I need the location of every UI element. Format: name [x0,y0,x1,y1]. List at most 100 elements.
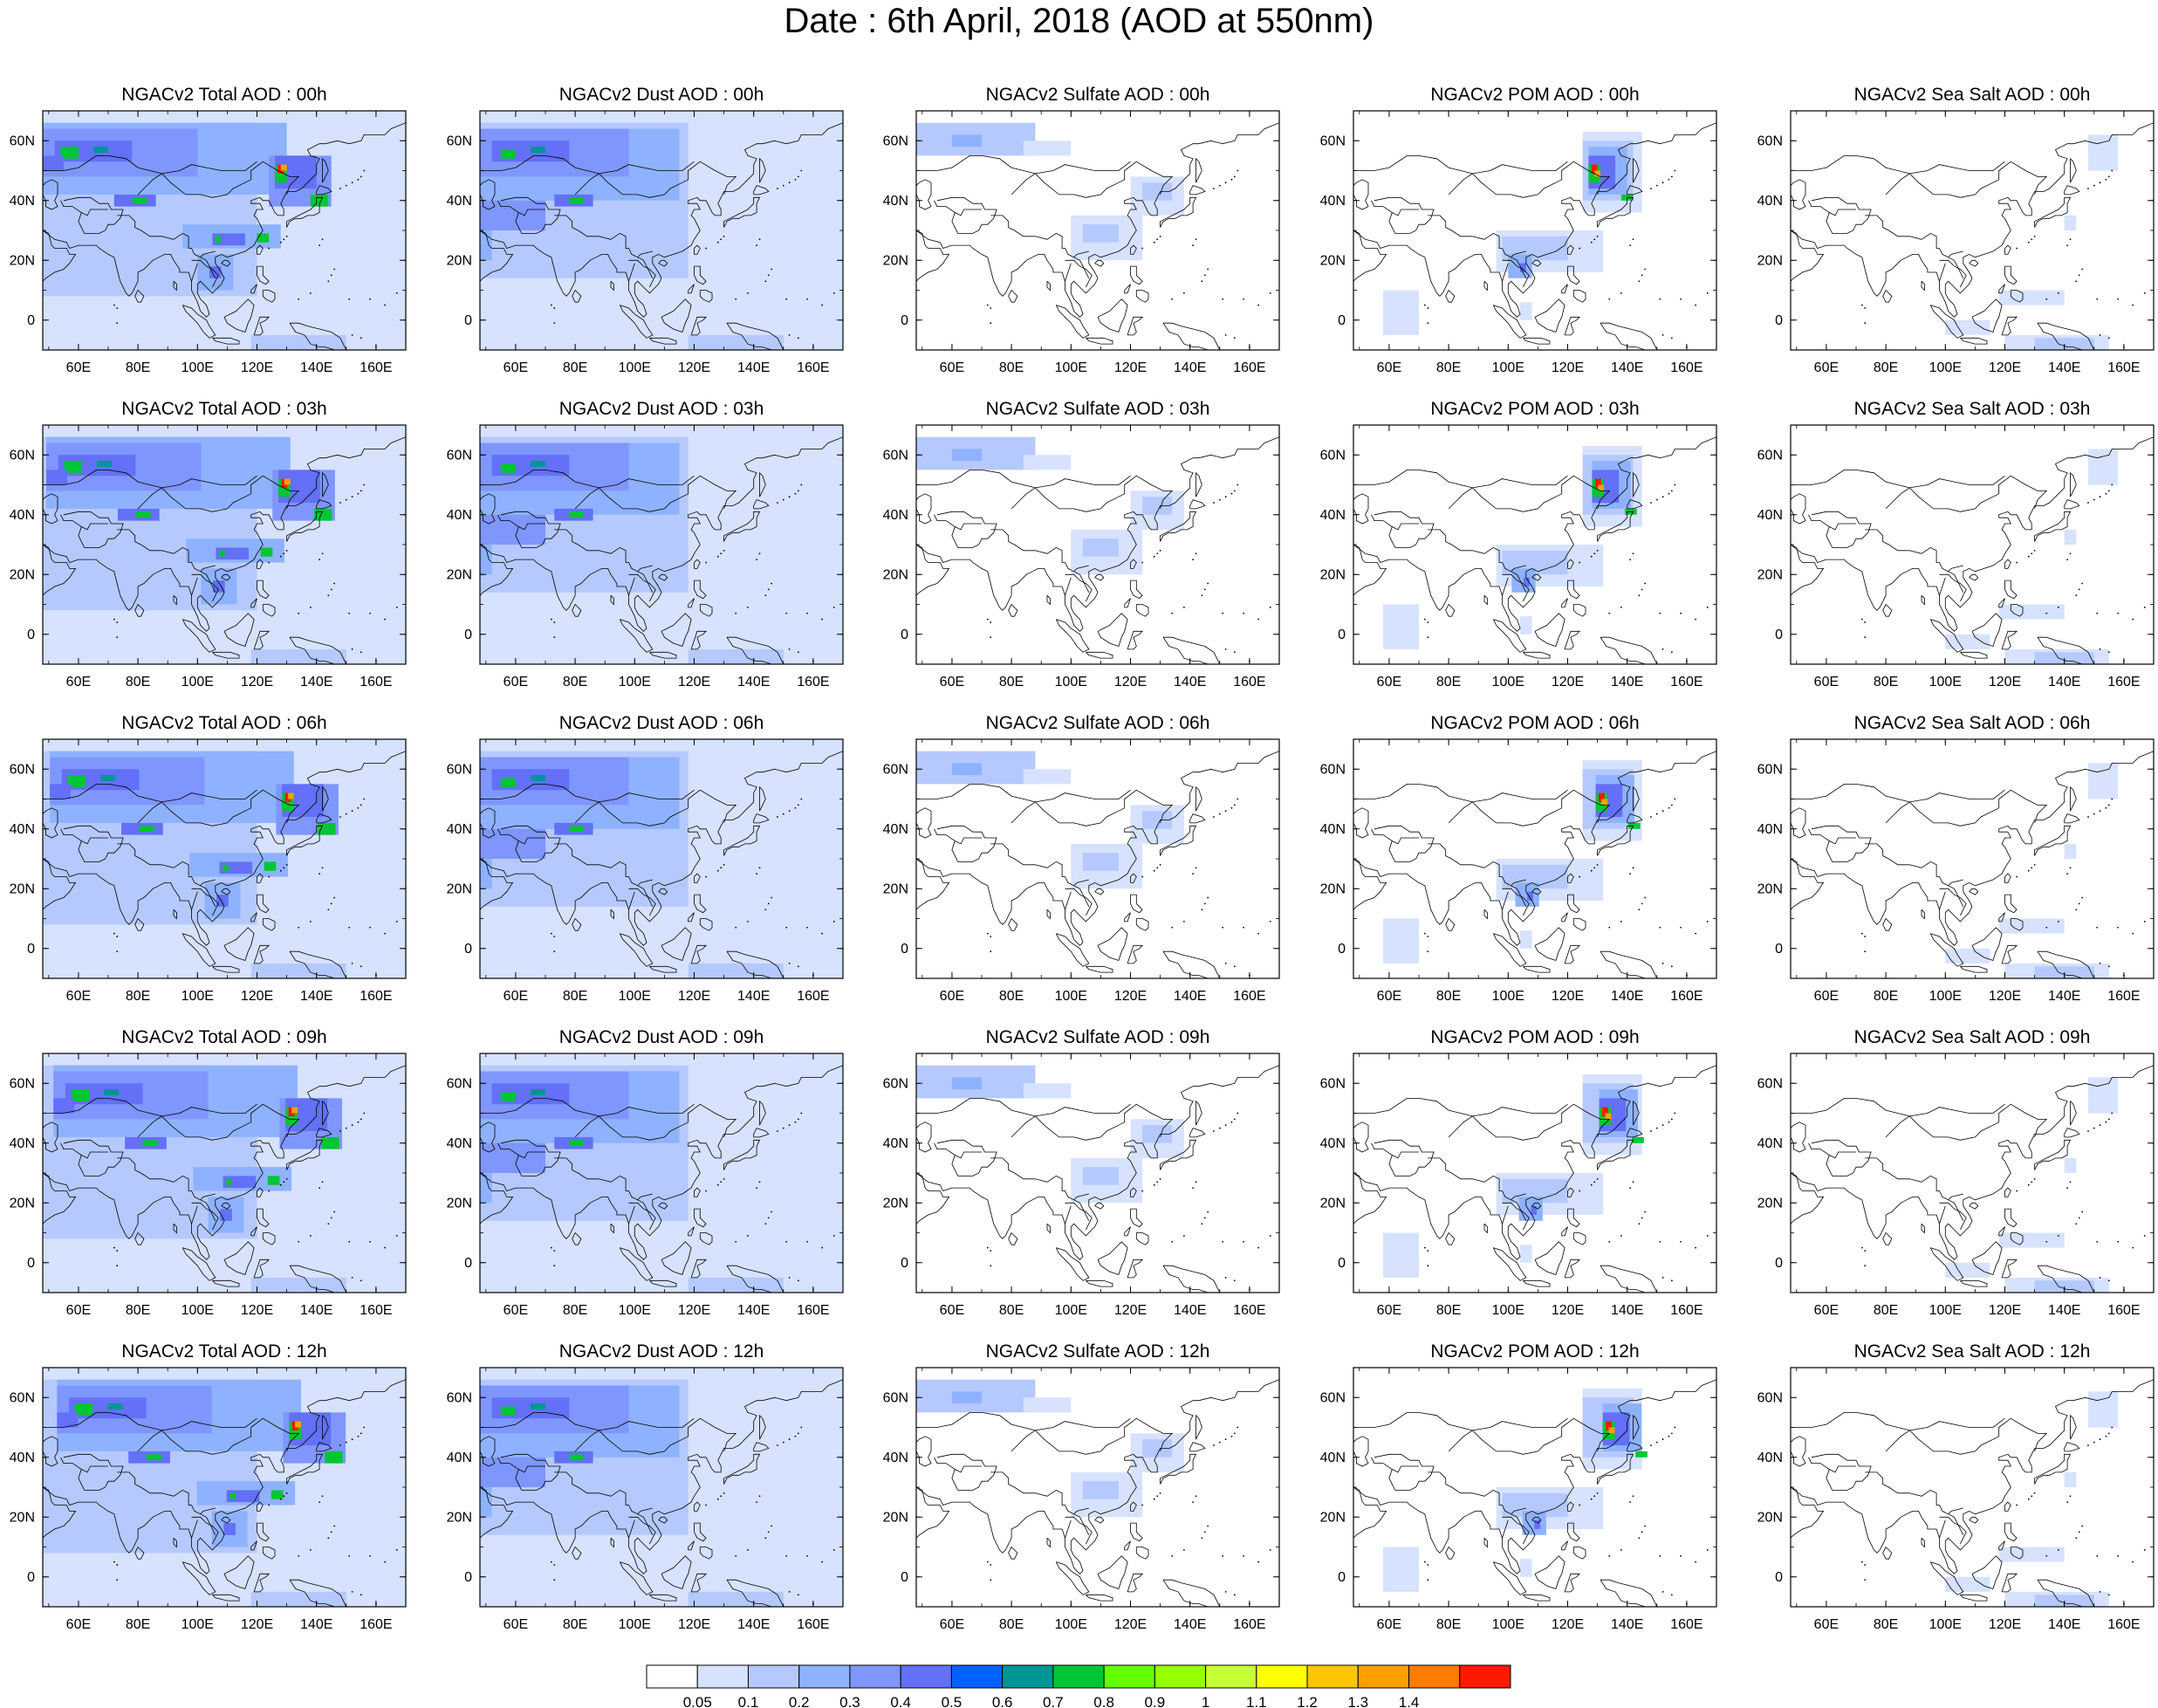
lon-tick-label: 60E [1377,1617,1401,1632]
lon-tick-label: 120E [678,360,710,375]
lon-tick-label: 100E [1055,1303,1087,1318]
lon-tick-label: 160E [1670,675,1702,689]
lon-tick-label: 100E [1929,1303,1962,1318]
lon-tick-label: 80E [126,675,150,689]
lat-tick-label: 20N [1320,881,1346,896]
lat-tick-label: 60N [1320,134,1346,148]
coastlines [916,122,1279,350]
lon-tick-label: 60E [66,360,91,375]
lon-tick-label: 120E [1552,675,1584,689]
lat-tick-label: 0 [901,1570,908,1585]
lon-tick-label: 80E [1874,1303,1898,1318]
coastlines [1353,751,1716,978]
lat-tick-label: 60N [1320,1076,1346,1091]
panel-sulfate-3: 60E 80E 100E 120E 140E 160E 60N 40N 20N 0 NGACv2 S… [883,1027,1280,1318]
lat-tick-label: 40N [1757,1451,1783,1465]
panel-sulfate-4: 60E 80E 100E 120E 140E 160E 60N 40N 20N 0 NGACv2 S… [883,1341,1280,1632]
coastlines [916,436,1279,664]
panel-pom-1: 60E 80E 100E 120E 140E 160E 60N 40N 20N 0 NGACv2 P… [1320,399,1717,689]
lon-tick-label: 60E [504,1303,528,1318]
lon-tick-label: 120E [1989,675,2021,689]
lon-tick-label: 120E [1989,989,2021,1004]
lon-tick-label: 60E [940,1617,964,1632]
lat-tick-label: 40N [1320,1136,1346,1151]
panel-title: NGACv2 Total AOD : 03h [121,399,326,419]
coastlines [43,1379,406,1607]
lat-tick-label: 20N [883,881,908,896]
lon-tick-label: 140E [737,1303,770,1318]
lon-tick-label: 60E [504,989,528,1004]
lon-tick-label: 100E [619,989,651,1004]
aerosol-field [43,425,406,664]
panel-title: NGACv2 Total AOD : 06h [121,713,326,733]
lat-tick-label: 60N [1757,448,1783,463]
lat-tick-label: 60N [1320,762,1346,777]
lat-tick-label: 20N [883,1510,908,1525]
panel-total-0: 60E 80E 100E 120E 140E 160E 60N 40N 20N 0 NGACv2 T… [10,85,407,375]
lon-tick-label: 100E [1929,675,1962,689]
lat-tick-label: 20N [1320,567,1346,582]
coastlines [480,1379,843,1607]
lat-tick-label: 60N [1757,1076,1783,1091]
lon-tick-label: 140E [1611,360,1643,375]
panel-title: NGACv2 Total AOD : 12h [121,1341,326,1362]
lon-tick-label: 160E [1233,1303,1265,1318]
panel-pom-4: 60E 80E 100E 120E 140E 160E 60N 40N 20N 0 NGACv2 P… [1320,1341,1717,1632]
lon-tick-label: 80E [126,1303,150,1318]
lat-tick-label: 60N [1757,1390,1783,1405]
lat-tick-label: 60N [883,1076,908,1091]
lon-tick-label: 100E [1492,1303,1524,1318]
lat-tick-label: 0 [901,1256,908,1271]
lon-tick-label: 60E [1814,989,1839,1004]
panel-title: NGACv2 Sulfate AOD : 09h [986,1027,1210,1047]
panel-title: NGACv2 Dust AOD : 00h [559,85,764,105]
aerosol-field [43,739,406,978]
panel-seasalt-2: 60E 80E 100E 120E 140E 160E 60N 40N 20N 0 NGACv2 S… [1757,713,2155,1004]
lon-tick-label: 120E [1989,1617,2021,1632]
lon-tick-label: 140E [737,675,770,689]
lon-tick-label: 160E [797,989,829,1004]
coastlines [1353,1065,1716,1293]
lon-tick-label: 60E [504,675,528,689]
coastlines [1353,122,1716,350]
panel-title: NGACv2 POM AOD : 03h [1430,399,1639,419]
lon-tick-label: 60E [66,1303,91,1318]
aerosol-field [43,111,406,350]
coastlines [43,1065,406,1293]
lon-tick-label: 60E [1377,989,1401,1004]
lat-tick-label: 40N [883,1136,908,1151]
lon-tick-label: 80E [563,675,587,689]
lon-tick-label: 140E [737,360,770,375]
panel-pom-0: 60E 80E 100E 120E 140E 160E 60N 40N 20N 0 NGACv2 P… [1320,85,1717,375]
lat-tick-label: 0 [464,1570,472,1585]
panel-sulfate-0: 60E 80E 100E 120E 140E 160E 60N 40N 20N 0 NGACv2 S… [883,85,1280,375]
aerosol-field [1353,1368,1716,1607]
aerosol-field [916,739,1279,978]
coastlines [1791,436,2154,664]
lat-tick-label: 40N [447,508,472,523]
lon-tick-label: 80E [563,360,587,375]
aerosol-field [1353,739,1716,978]
lat-tick-label: 40N [1320,1451,1346,1465]
lon-tick-label: 80E [1436,1617,1461,1632]
lon-tick-label: 80E [999,1303,1024,1318]
lat-tick-label: 0 [27,313,35,328]
lat-tick-label: 60N [883,1390,908,1405]
lon-tick-label: 160E [797,360,829,375]
lon-tick-label: 80E [1874,360,1898,375]
aerosol-field [1791,739,2154,978]
lon-tick-label: 160E [2107,1617,2140,1632]
aerosol-field [1791,111,2154,350]
lon-tick-label: 100E [1492,989,1524,1004]
lat-tick-label: 40N [1757,822,1783,837]
aerosol-field [1353,111,1716,350]
panel-title: NGACv2 POM AOD : 09h [1430,1027,1639,1047]
coastlines [916,1065,1279,1293]
lat-tick-label: 20N [447,567,472,582]
lon-tick-label: 120E [1114,989,1147,1004]
lat-tick-label: 40N [10,1451,35,1465]
lat-tick-label: 0 [464,313,472,328]
lon-tick-label: 60E [1377,1303,1401,1318]
lon-tick-label: 160E [1670,1303,1702,1318]
aerosol-field [1791,1368,2154,1607]
